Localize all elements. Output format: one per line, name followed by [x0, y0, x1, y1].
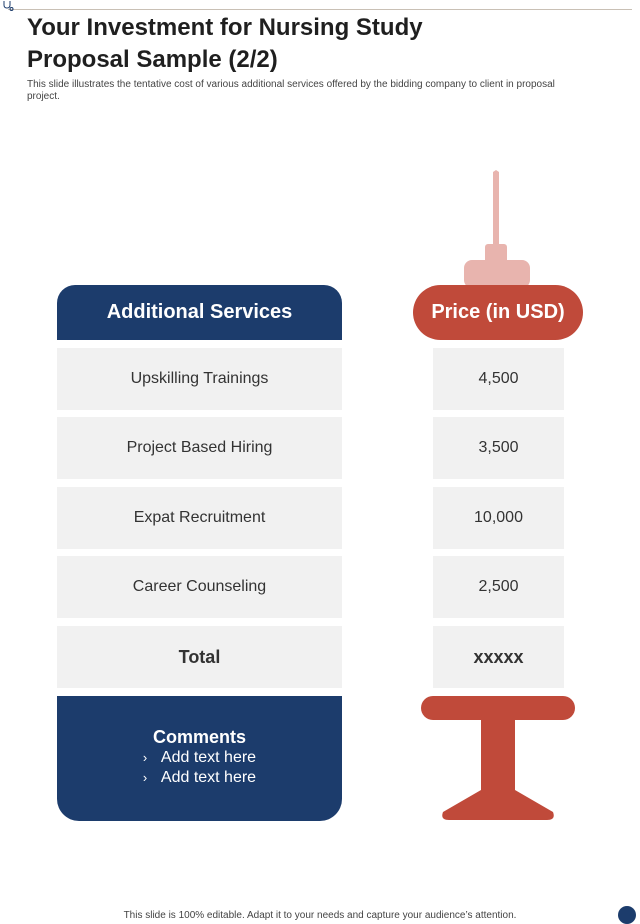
service-cell-2: Project Based Hiring: [57, 417, 342, 479]
comment-item: › Add text here: [143, 748, 256, 768]
corner-dot: [618, 906, 636, 924]
chevron-right-icon: ›: [142, 750, 148, 765]
total-value-cell: xxxxx: [433, 626, 564, 688]
price-cell-1: 4,500: [433, 348, 564, 410]
syringe-plunger-icon: [421, 696, 575, 820]
price-cell-3: 10,000: [433, 487, 564, 549]
page-title: Your Investment for Nursing Study Propos…: [27, 12, 547, 76]
comments-box: Comments › Add text here › Add text here: [57, 696, 342, 821]
price-header: Price (in USD): [413, 285, 583, 340]
comment-item: › Add text here: [143, 768, 256, 788]
title-line-2: Proposal Sample (2/2): [27, 46, 278, 73]
service-cell-3: Expat Recruitment: [57, 487, 342, 549]
comment-text: Add text here: [160, 769, 257, 786]
comments-title: Comments: [152, 727, 246, 747]
top-rule: [8, 9, 632, 10]
comment-text: Add text here: [160, 749, 257, 766]
stethoscope-icon: [3, 1, 14, 11]
title-line-1: Your Investment for Nursing Study: [27, 14, 423, 41]
total-label-cell: Total: [57, 626, 342, 688]
comments-list: › Add text here › Add text here: [143, 748, 256, 788]
price-cell-4: 2,500: [433, 556, 564, 618]
chevron-right-icon: ›: [142, 770, 148, 785]
page-subtitle: This slide illustrates the tentative cos…: [27, 79, 555, 102]
services-header: Additional Services: [57, 285, 342, 340]
service-cell-1: Upskilling Trainings: [57, 348, 342, 410]
syringe-needle-icon: [464, 170, 530, 288]
service-cell-4: Career Counseling: [57, 556, 342, 618]
footer-note: This slide is 100% editable. Adapt it to…: [123, 910, 517, 921]
price-cell-2: 3,500: [433, 417, 564, 479]
